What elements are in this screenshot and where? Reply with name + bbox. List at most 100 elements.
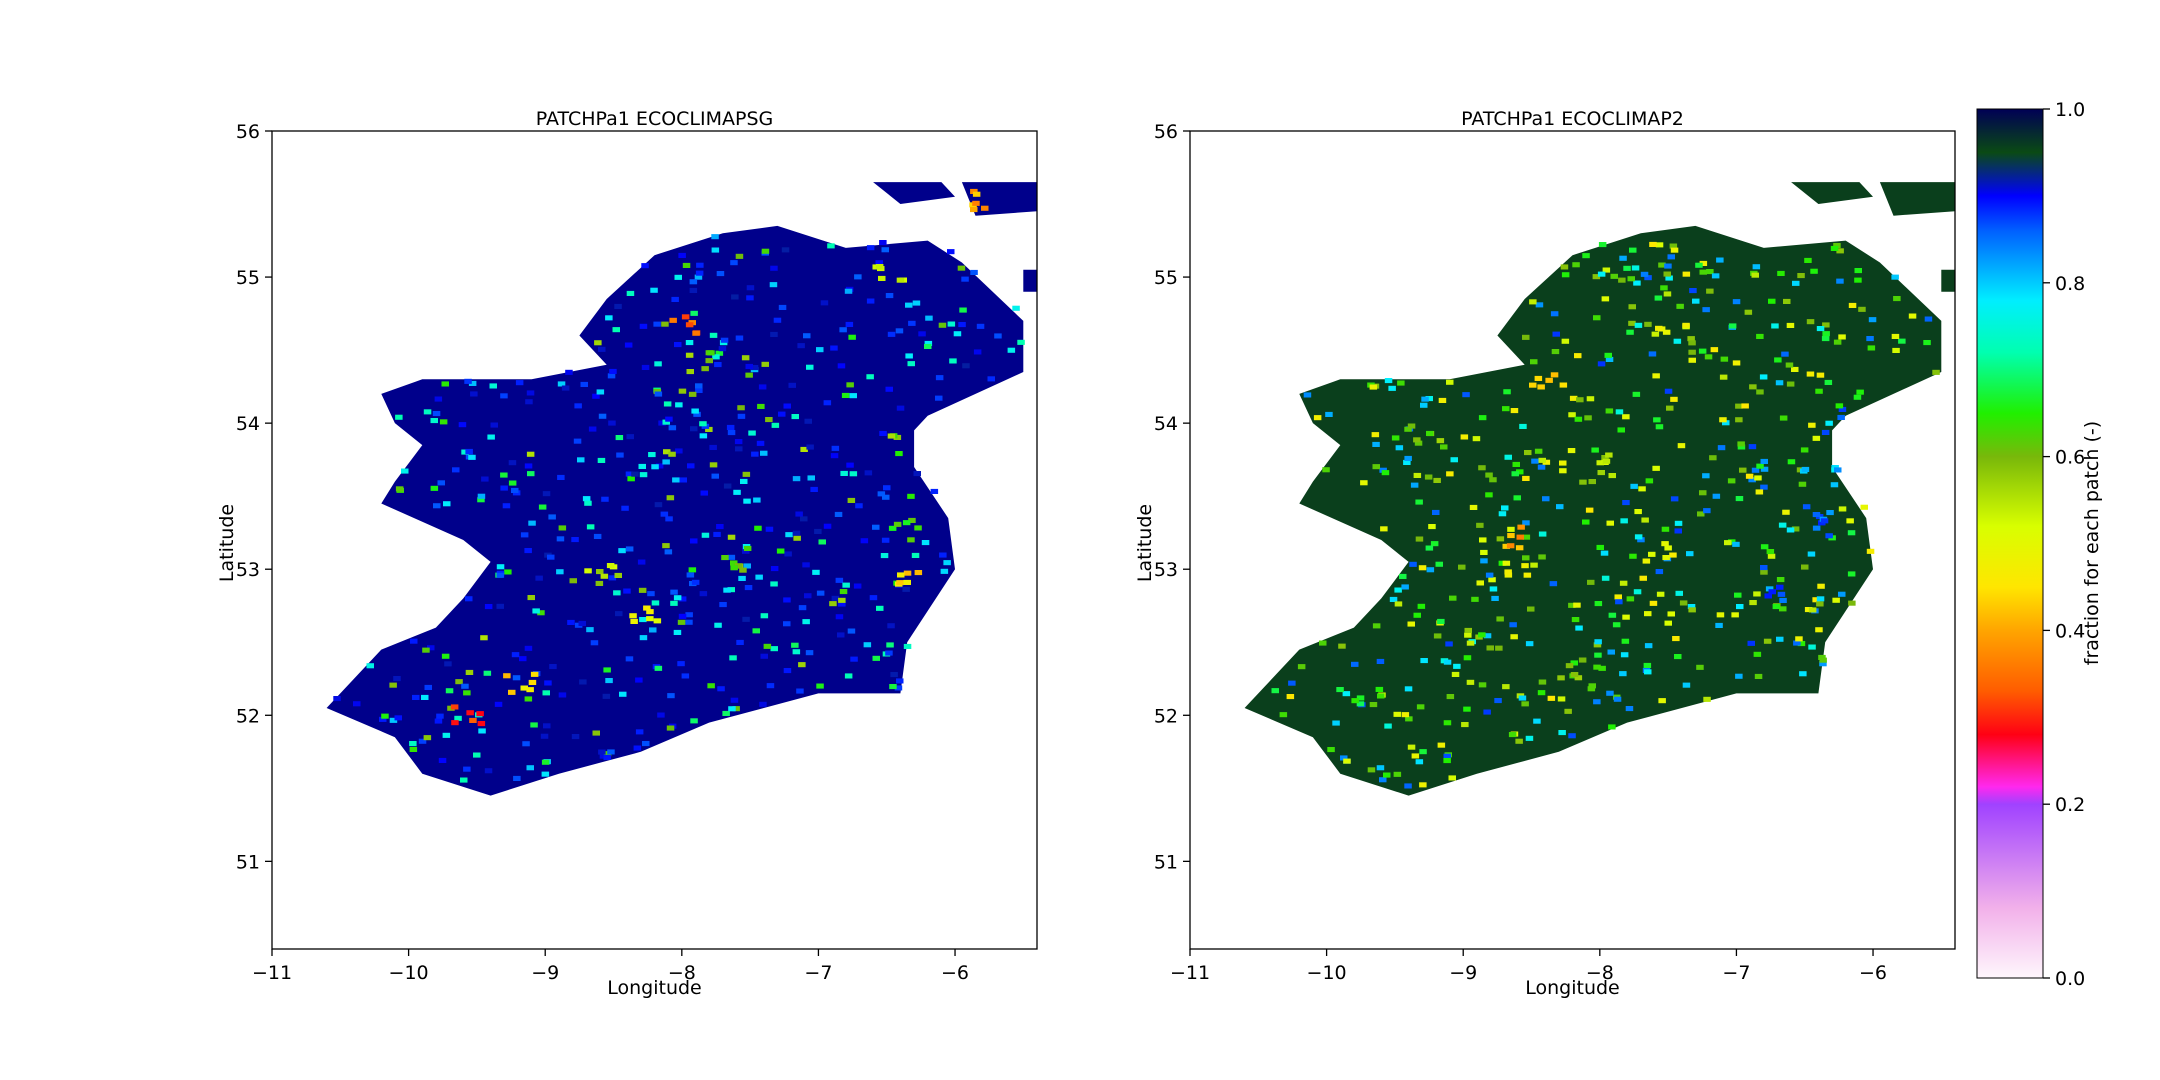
patch-cell (686, 572, 695, 578)
patch-cell (1531, 458, 1539, 464)
patch-cell (1592, 274, 1601, 280)
patch-cell (711, 234, 719, 240)
patch-cell (1458, 564, 1466, 570)
patch-cell (1279, 712, 1288, 718)
patch-cell (1674, 528, 1682, 534)
patch-cell (727, 430, 736, 436)
patch-cell (693, 411, 701, 417)
colorbar-tick-label: 0.2 (2055, 794, 2085, 816)
panel-ecoclimap2: PATCHPa1 ECOCLIMAP2 −11 −10 −9 −8 −7 −6 51525… (1134, 108, 1956, 999)
patch-cell (1557, 675, 1565, 681)
patch-cell (1494, 698, 1502, 704)
patch-cell (949, 358, 957, 364)
patch-cell (1847, 571, 1856, 577)
patch-cell (478, 728, 486, 734)
patch-cell (670, 589, 678, 595)
patch-cell (1795, 636, 1803, 642)
patch-cell (484, 604, 493, 610)
patch-cell (477, 721, 486, 727)
patch-cell (490, 422, 498, 428)
patch-cell (1601, 296, 1610, 302)
patch-cell (981, 205, 989, 211)
patch-cell (1653, 417, 1661, 423)
patch-cell (1443, 758, 1451, 764)
x-tick-label: −6 (1859, 962, 1887, 984)
patch-cell (739, 567, 747, 573)
patch-cell (1594, 639, 1602, 645)
patch-cell (692, 330, 700, 336)
patch-cell (629, 613, 637, 619)
patch-cell (1463, 655, 1472, 661)
patch-cell (540, 733, 549, 739)
patch-cell (664, 549, 673, 555)
patch-cell (1776, 584, 1784, 590)
patch-cell (542, 491, 551, 497)
patch-cell (814, 528, 822, 534)
patch-cell (1819, 661, 1827, 667)
patch-cell (1420, 658, 1428, 664)
patch-cell (1655, 569, 1664, 575)
colorbar-tick-label: 0.0 (2055, 968, 2085, 990)
patch-cell (1688, 340, 1696, 346)
patch-cell (1622, 614, 1630, 620)
patch-cell (430, 485, 439, 491)
patch-cell (1488, 577, 1496, 583)
patch-cell (605, 678, 613, 684)
patch-cell (907, 361, 915, 367)
colorbar-gradient (1976, 108, 2044, 979)
patch-cell (477, 493, 486, 499)
patch-cell (1516, 469, 1524, 475)
x-tick-label: −11 (252, 962, 292, 984)
patch-cell (729, 655, 737, 661)
patch-cell (694, 274, 703, 280)
patch-cell (709, 462, 718, 468)
patch-cell (715, 350, 724, 356)
patch-cell (609, 368, 617, 374)
patch-cell (685, 612, 693, 618)
patch-cell (1848, 600, 1856, 606)
patch-cell (524, 645, 533, 651)
patch-cell (500, 393, 508, 399)
patch-cell (1570, 672, 1579, 678)
y-tick-label: 52 (236, 705, 260, 727)
patch-cell (460, 777, 468, 783)
y-tick-label: 55 (236, 267, 260, 289)
island-shape (326, 182, 1037, 796)
y-tick-label: 51 (236, 851, 260, 873)
patch-cell (565, 369, 573, 375)
patch-cell (590, 640, 599, 646)
patch-cell (1804, 607, 1813, 613)
patch-cell (820, 300, 829, 306)
patch-cell (1559, 382, 1568, 388)
colorbar-tick-label: 0.4 (2055, 620, 2085, 642)
land-mass-fragment (961, 182, 1037, 216)
patch-cell (880, 553, 889, 559)
patch-cell (623, 588, 631, 594)
patch-cell (1594, 652, 1602, 658)
patch-cell (763, 643, 772, 649)
x-tick-label: −9 (1449, 962, 1477, 984)
y-tick-label: 52 (1154, 705, 1178, 727)
patch-cell (503, 673, 511, 679)
patch-cell (1702, 473, 1710, 479)
patch-cell (1802, 504, 1811, 510)
patch-cell (823, 523, 832, 529)
patch-cell (1621, 638, 1630, 644)
patch-cell (571, 734, 580, 740)
patch-cell (1507, 526, 1515, 532)
patch-cell (1471, 596, 1479, 602)
patch-cell (1615, 409, 1624, 415)
patch-cell (608, 575, 617, 581)
patch-cell (579, 679, 587, 685)
patch-cell (1791, 366, 1799, 372)
patch-cell (1735, 673, 1743, 679)
patch-cell (970, 269, 978, 275)
patch-cell (802, 562, 810, 568)
patch-cell (947, 249, 955, 255)
patch-cell (705, 426, 713, 432)
patch-cell (1393, 711, 1401, 717)
patch-cell (1664, 545, 1672, 551)
patch-cell (759, 701, 767, 707)
patch-cell (804, 593, 812, 599)
colorbar-label: fraction for each patch (-) (2081, 421, 2103, 665)
